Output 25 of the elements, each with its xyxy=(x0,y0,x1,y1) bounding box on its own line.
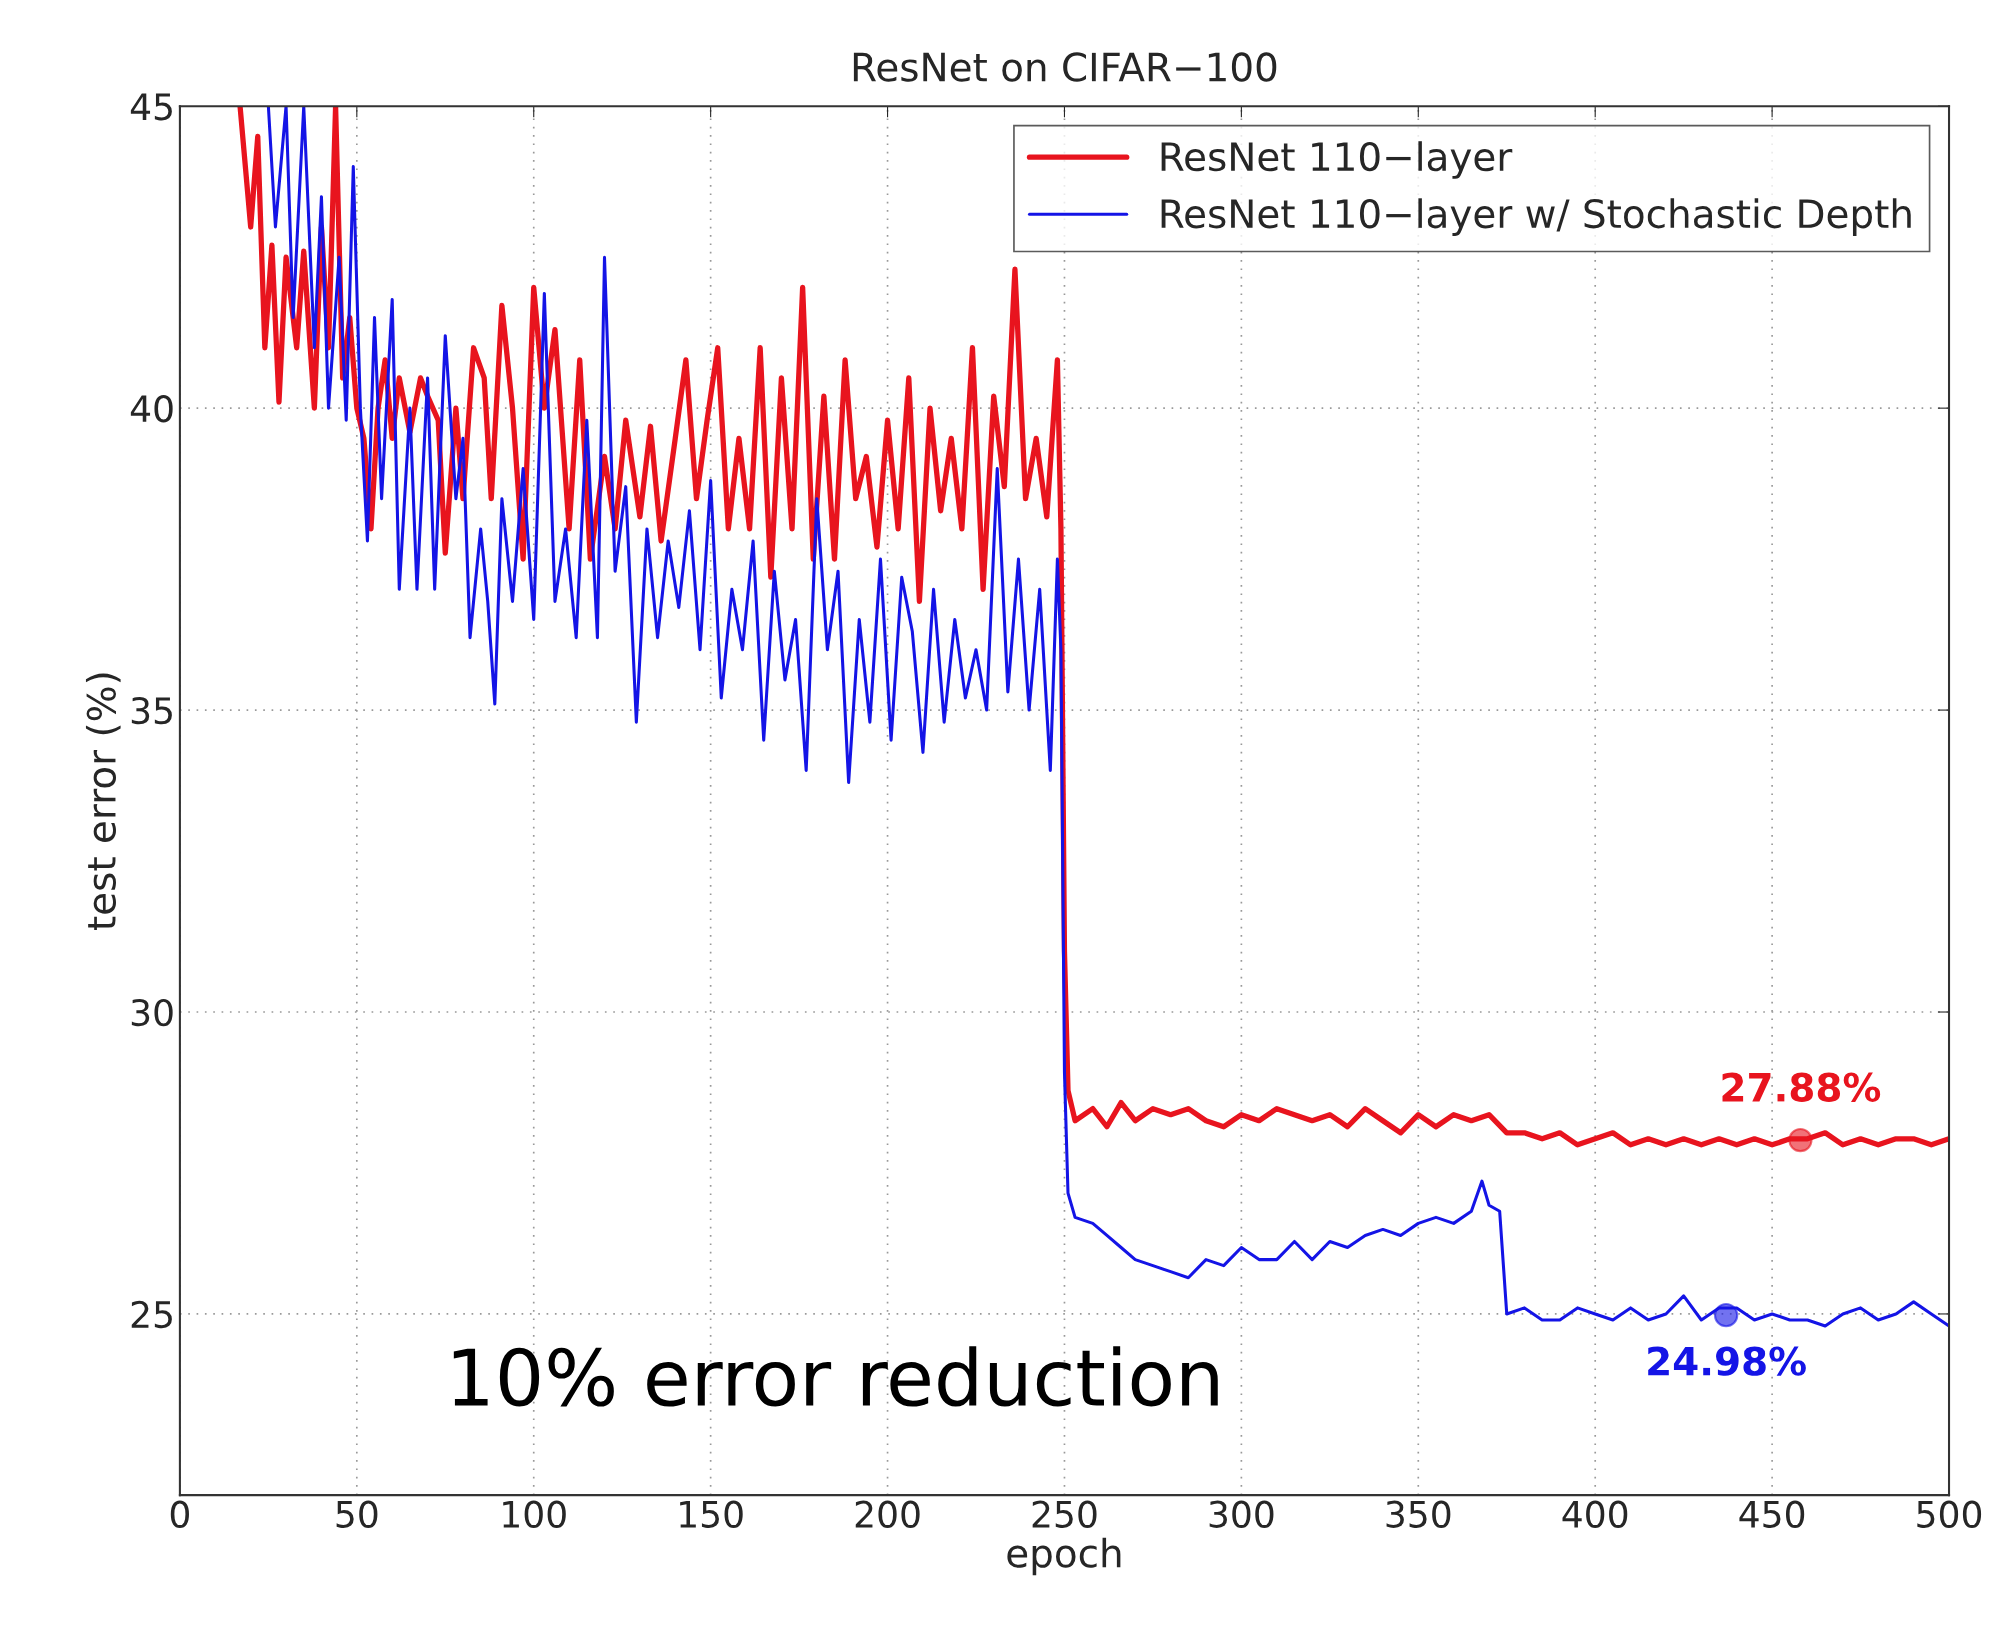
y-tick-label: 25 xyxy=(131,1300,172,1329)
annotation: 10% error reduction xyxy=(453,1346,1218,1407)
x-tick-label: 100 xyxy=(503,1500,566,1528)
x-tick-label: 150 xyxy=(680,1500,743,1528)
y-axis-title: test error (%) xyxy=(85,673,121,931)
x-tick-label: 200 xyxy=(855,1500,920,1528)
y-tick-label: 35 xyxy=(131,697,172,725)
x-tick-label: 50 xyxy=(336,1500,378,1528)
legend-label: ResNet 110−layer xyxy=(1161,141,1513,179)
x-tick-label: 500 xyxy=(1917,1500,1982,1528)
legend-label: ResNet 110−layer w/ Stochastic Depth xyxy=(1161,198,1911,236)
annotation: 24.98% xyxy=(1648,1346,1806,1376)
chart-title: ResNet on CIFAR−100 xyxy=(853,52,1277,82)
annotation: 27.88% xyxy=(1722,1072,1881,1102)
y-tick-label: 30 xyxy=(131,998,173,1027)
x-tick-label: 450 xyxy=(1739,1500,1805,1528)
y-tick-label: 40 xyxy=(130,395,173,423)
y-tick-label: 45 xyxy=(130,93,172,121)
x-tick-label: 0 xyxy=(170,1500,189,1528)
x-tick-label: 300 xyxy=(1209,1500,1274,1528)
x-axis-title: epoch xyxy=(1007,1537,1121,1576)
x-tick-label: 350 xyxy=(1386,1500,1451,1528)
x-tick-label: 250 xyxy=(1032,1500,1097,1528)
x-tick-label: 400 xyxy=(1562,1500,1628,1528)
line-series xyxy=(266,106,1950,1328)
